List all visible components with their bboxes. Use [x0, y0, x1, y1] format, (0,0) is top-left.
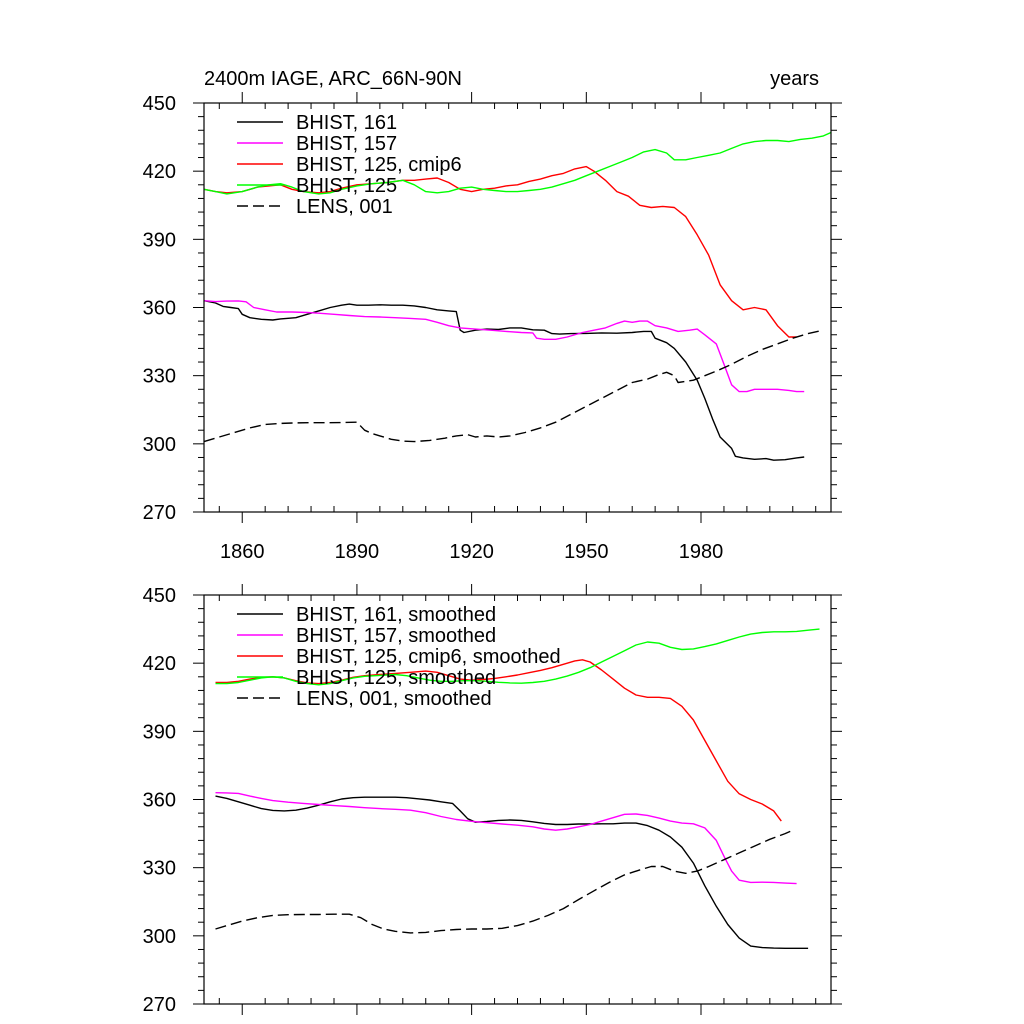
y-tick-label: 360	[143, 298, 176, 320]
chart-right-title: years	[770, 68, 819, 90]
y-tick-label: 450	[143, 585, 176, 607]
legend-label-0: BHIST, 161, smoothed	[296, 604, 496, 626]
legend-label-2: BHIST, 125, cmip6, smoothed	[296, 646, 561, 668]
series-line-3	[203, 131, 832, 195]
legend-label-3: BHIST, 125	[296, 175, 397, 197]
y-tick-label: 390	[143, 229, 176, 251]
legend-label-1: BHIST, 157, smoothed	[296, 625, 496, 647]
y-tick-label: 390	[143, 721, 176, 743]
y-tick-label: 330	[143, 858, 176, 880]
series-line-3	[215, 628, 820, 686]
series-line-0	[203, 300, 805, 461]
y-tick-label: 360	[143, 790, 176, 812]
legend-label-4: LENS, 001, smoothed	[296, 688, 492, 710]
x-tick-label: 1980	[679, 541, 724, 563]
series-line-1	[215, 792, 797, 885]
legend-label-0: BHIST, 161	[296, 112, 397, 134]
series-line-4	[203, 329, 824, 443]
series-line-0	[215, 795, 809, 949]
y-tick-label: 450	[143, 93, 176, 115]
bottom-chart-panel: 270 300 330 360 390 420 450 BHIST, 161, smoothe…	[143, 584, 842, 1016]
series-line-4	[215, 829, 794, 934]
legend-label-1: BHIST, 157	[296, 133, 397, 155]
x-tick-label: 1860	[220, 541, 265, 563]
y-tick-label: 270	[143, 994, 176, 1016]
series-group	[203, 131, 832, 461]
x-tick-label: 1890	[335, 541, 380, 563]
chart-title: 2400m IAGE, ARC_66N-90N	[204, 68, 462, 90]
y-tick-label: 330	[143, 366, 176, 388]
y-tick-label: 420	[143, 161, 176, 183]
legend-label-2: BHIST, 125, cmip6	[296, 154, 462, 176]
x-tick-label: 1920	[449, 541, 494, 563]
x-tick-label: 1950	[564, 541, 609, 563]
y-tick-label: 270	[143, 502, 176, 524]
series-group	[215, 628, 820, 949]
series-line-2	[215, 659, 782, 822]
y-tick-label: 300	[143, 434, 176, 456]
legend-label-3: BHIST, 125, smoothed	[296, 667, 496, 689]
series-line-1	[203, 300, 805, 393]
y-tick-label: 420	[143, 653, 176, 675]
top-chart-panel: 270 300 330 360 390 420 450 1860 1890 1920 1950 198…	[143, 68, 842, 563]
y-tick-label: 300	[143, 926, 176, 948]
legend-label-4: LENS, 001	[296, 196, 393, 218]
